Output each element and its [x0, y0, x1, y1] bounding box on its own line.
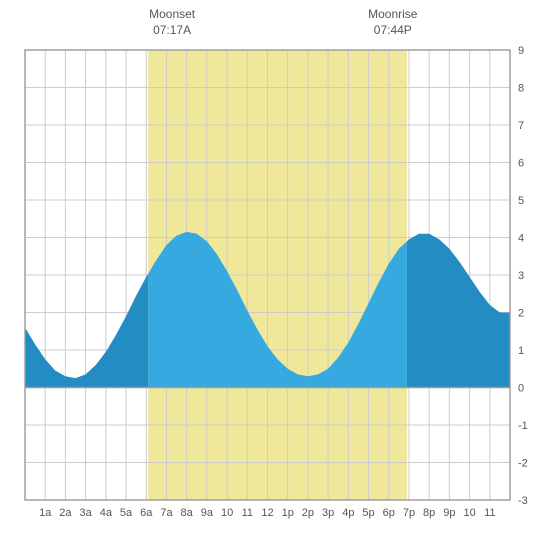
- y-axis-label: -1: [518, 420, 528, 432]
- x-axis-label: 6a: [140, 507, 153, 519]
- x-axis-label: 1a: [39, 507, 52, 519]
- y-axis-label: 2: [518, 308, 524, 320]
- y-axis-label: 3: [518, 270, 524, 282]
- x-axis-label: 7p: [403, 507, 415, 519]
- y-axis-label: 5: [518, 195, 524, 207]
- moonrise-title: Moonrise: [368, 7, 418, 21]
- x-axis-label: 4p: [342, 507, 354, 519]
- x-axis-label: 6p: [383, 507, 395, 519]
- x-axis-label: 8p: [423, 507, 435, 519]
- x-axis-label: 3p: [322, 507, 334, 519]
- x-axis-label: 8a: [181, 507, 194, 519]
- moonrise-time: 07:44P: [374, 23, 412, 37]
- x-axis-label: 5p: [362, 507, 374, 519]
- y-axis-label: 9: [518, 45, 524, 57]
- x-axis-label: 2p: [302, 507, 314, 519]
- y-axis-label: -3: [518, 495, 528, 507]
- x-axis-label: 12: [261, 507, 273, 519]
- x-axis-label: 11: [484, 507, 495, 519]
- chart-svg: -3-2-101234567891a2a3a4a5a6a7a8a9a101112…: [0, 0, 550, 550]
- y-axis-label: -2: [518, 458, 528, 470]
- moonset-time: 07:17A: [153, 23, 191, 37]
- x-axis-label: 10: [221, 507, 233, 519]
- x-axis-label: 9a: [201, 507, 214, 519]
- x-axis-label: 2a: [59, 507, 72, 519]
- x-axis-label: 10: [463, 507, 475, 519]
- moonset-title: Moonset: [149, 7, 196, 21]
- y-axis-label: 7: [518, 120, 524, 132]
- tide-chart: -3-2-101234567891a2a3a4a5a6a7a8a9a101112…: [0, 0, 550, 550]
- x-axis-label: 3a: [80, 507, 93, 519]
- y-axis-label: 1: [518, 345, 524, 357]
- x-axis-label: 5a: [120, 507, 133, 519]
- y-axis-label: 4: [518, 233, 524, 245]
- x-axis-label: 1p: [282, 507, 294, 519]
- x-axis-label: 7a: [160, 507, 173, 519]
- y-axis-label: 6: [518, 158, 524, 170]
- x-axis-label: 11: [242, 507, 253, 519]
- y-axis-label: 0: [518, 383, 524, 395]
- x-axis-label: 9p: [443, 507, 455, 519]
- x-axis-label: 4a: [100, 507, 113, 519]
- y-axis-label: 8: [518, 83, 524, 95]
